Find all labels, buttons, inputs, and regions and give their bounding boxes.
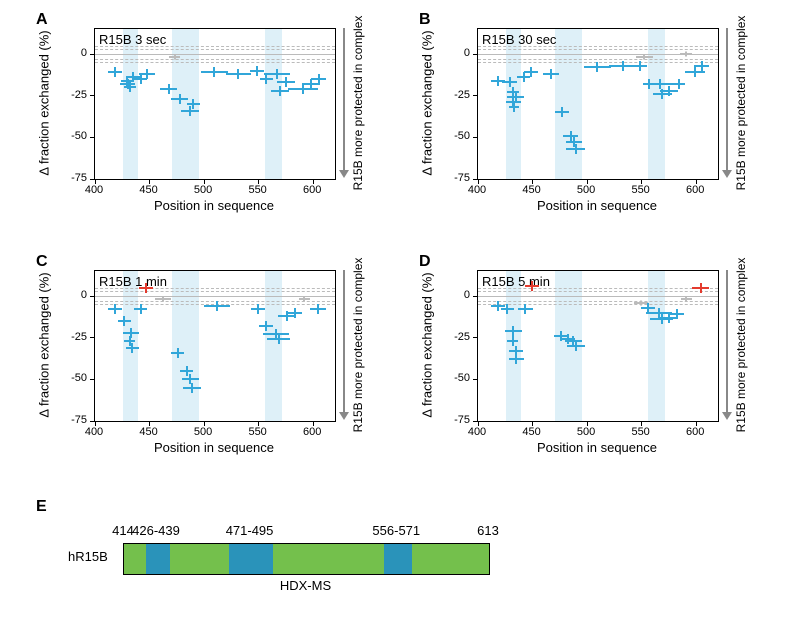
panelE-sublabel: HDX-MS [280, 578, 331, 593]
xtick-label: 500 [577, 184, 595, 196]
xlabel: Position in sequence [537, 440, 657, 455]
ytick-label: -25 [454, 89, 470, 101]
panel-label-A: A [36, 11, 48, 29]
ytick-label: -25 [71, 89, 87, 101]
ytick-label: -75 [71, 414, 87, 426]
xtick-label: 400 [468, 426, 486, 438]
ylabel-left: Δ fraction exchanged (%) [37, 30, 52, 175]
xtick-label: 550 [248, 184, 266, 196]
xtick-label: 450 [139, 426, 157, 438]
panelE-rowlabel: hR15B [68, 549, 108, 564]
xtick-label: 550 [631, 426, 649, 438]
xtick-label: 600 [303, 426, 321, 438]
xtick-label: 500 [577, 426, 595, 438]
domain-tick-label: 613 [477, 523, 499, 538]
domain-tick-label: 556-571 [372, 523, 420, 538]
ylabel-right: R15B more protected in complex [734, 16, 748, 191]
xtick-label: 550 [248, 426, 266, 438]
ytick-label: 0 [81, 289, 87, 301]
xtick-label: 400 [85, 426, 103, 438]
domain-tick-label: 471-495 [226, 523, 274, 538]
ylabel-left: Δ fraction exchanged (%) [420, 30, 435, 175]
ylabel-right: R15B more protected in complex [351, 16, 365, 191]
ytick-label: -50 [71, 372, 87, 384]
ytick-label: -25 [454, 331, 470, 343]
xlabel: Position in sequence [537, 198, 657, 213]
ytick-label: -25 [71, 331, 87, 343]
plot-B: R15B 30 sec [477, 28, 719, 180]
domain-tick-label: 426-439 [132, 523, 180, 538]
plot-D: R15B 5 min [477, 270, 719, 422]
ylabel-right: R15B more protected in complex [351, 258, 365, 433]
xtick-label: 450 [522, 184, 540, 196]
ytick-label: -50 [454, 372, 470, 384]
ylabel-right: R15B more protected in complex [734, 258, 748, 433]
xtick-label: 400 [468, 184, 486, 196]
panel-label-B: B [419, 11, 431, 29]
xtick-label: 500 [194, 426, 212, 438]
ytick-label: -50 [71, 130, 87, 142]
panel-label-D: D [419, 253, 431, 271]
plot-A: R15B 3 sec [94, 28, 336, 180]
xtick-label: 600 [686, 426, 704, 438]
ytick-label: -75 [454, 172, 470, 184]
ytick-label: 0 [81, 47, 87, 59]
panel-label-C: C [36, 253, 48, 271]
xtick-label: 400 [85, 184, 103, 196]
panel-label-E: E [36, 498, 47, 516]
xtick-label: 550 [631, 184, 649, 196]
plot-C: R15B 1 min [94, 270, 336, 422]
ytick-label: -75 [71, 172, 87, 184]
domain-bar [123, 543, 490, 575]
ytick-label: 0 [464, 47, 470, 59]
xtick-label: 600 [303, 184, 321, 196]
ylabel-left: Δ fraction exchanged (%) [420, 272, 435, 417]
xlabel: Position in sequence [154, 198, 274, 213]
ytick-label: -50 [454, 130, 470, 142]
xlabel: Position in sequence [154, 440, 274, 455]
ytick-label: 0 [464, 289, 470, 301]
domain-tick-label: 414 [112, 523, 134, 538]
ylabel-left: Δ fraction exchanged (%) [37, 272, 52, 417]
xtick-label: 500 [194, 184, 212, 196]
ytick-label: -75 [454, 414, 470, 426]
xtick-label: 450 [139, 184, 157, 196]
xtick-label: 600 [686, 184, 704, 196]
xtick-label: 450 [522, 426, 540, 438]
